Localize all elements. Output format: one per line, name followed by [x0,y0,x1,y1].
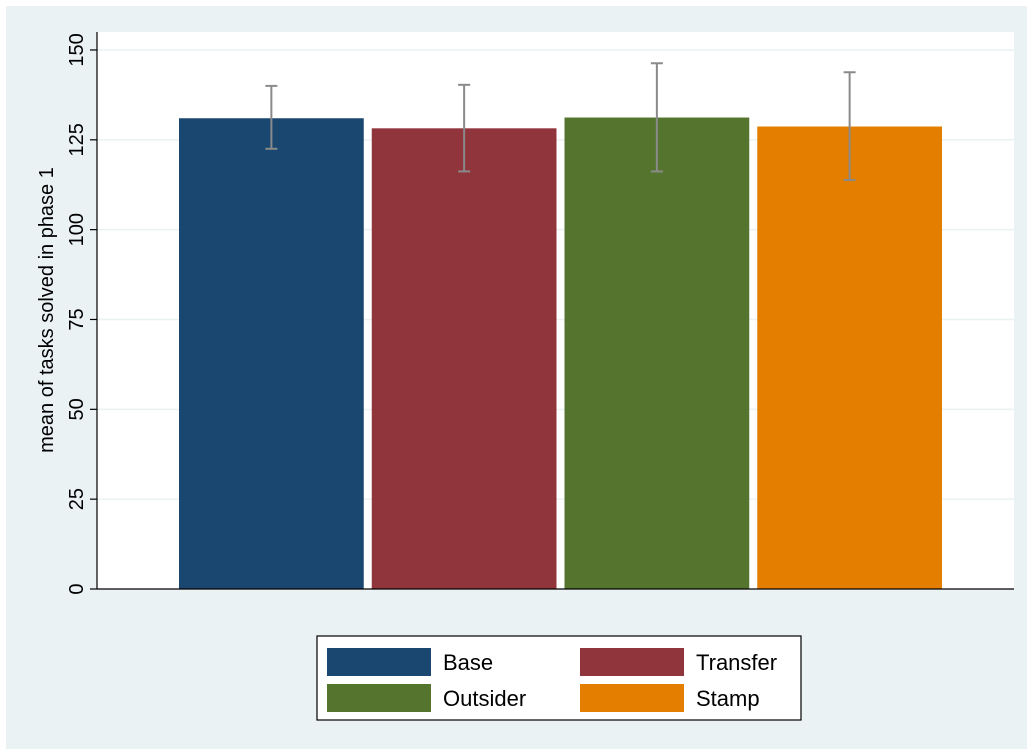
y-tick-label: 50 [66,398,88,420]
bars [179,117,942,590]
y-tick-label: 75 [66,308,88,330]
error-bar-base [265,84,278,150]
y-tick-label: 100 [66,213,88,246]
error-bar-stamp [843,71,856,182]
y-tick-label: 25 [66,488,88,510]
legend-label-transfer: Transfer [696,650,777,675]
legend-swatch-base [327,648,431,676]
y-axis-label: mean of tasks solved in phase 1 [36,167,58,453]
y-tick-label: 0 [66,583,88,594]
legend: Base Transfer Outsider Stamp [316,635,802,721]
y-ticks: 0 25 50 75 100 125 150 [66,33,97,595]
bar-outsider [564,117,750,589]
legend-swatch-stamp [580,684,684,712]
y-tick-label: 125 [66,123,88,156]
error-bars [265,62,856,182]
legend-label-outsider: Outsider [443,686,526,711]
bar-base [179,118,364,589]
legend-swatch-outsider [327,684,431,712]
bar-transfer [371,128,557,589]
y-tick-label: 150 [66,33,88,66]
error-bar-outsider [650,62,663,173]
bar-stamp [757,126,942,590]
error-bar-transfer [458,83,471,173]
axes [96,32,1014,590]
legend-label-base: Base [443,650,493,675]
legend-label-stamp: Stamp [696,686,760,711]
legend-swatch-transfer [580,648,684,676]
